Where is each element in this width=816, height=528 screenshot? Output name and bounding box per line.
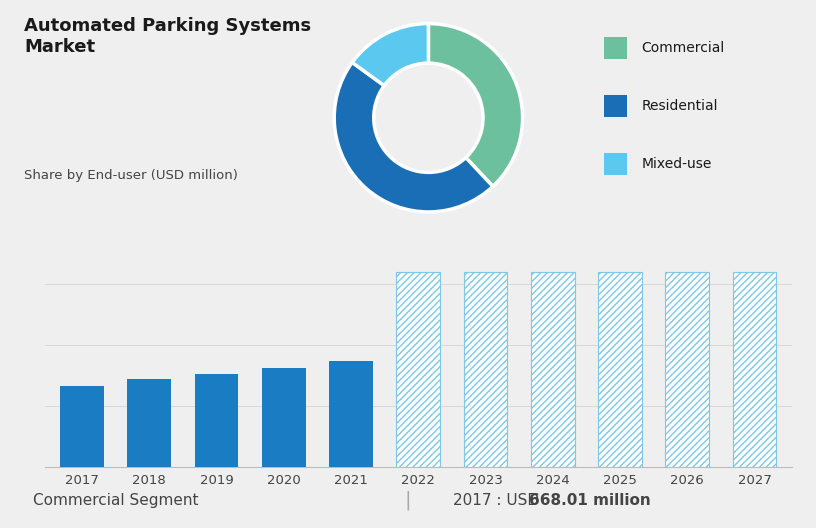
- Bar: [262, 368, 305, 467]
- Text: Commercial: Commercial: [641, 41, 725, 55]
- Bar: [733, 271, 776, 467]
- Text: 668.01 million: 668.01 million: [529, 493, 650, 508]
- Bar: [397, 271, 440, 467]
- Text: Residential: Residential: [641, 99, 718, 113]
- Text: Share by End-user (USD million): Share by End-user (USD million): [24, 168, 238, 182]
- Text: Mixed-use: Mixed-use: [641, 157, 712, 171]
- Wedge shape: [335, 62, 493, 212]
- Bar: [463, 271, 508, 467]
- Bar: [531, 271, 574, 467]
- Bar: [598, 271, 642, 467]
- Wedge shape: [353, 24, 428, 86]
- Bar: [604, 37, 627, 59]
- Bar: [194, 374, 238, 467]
- Bar: [604, 95, 627, 117]
- Text: Commercial Segment: Commercial Segment: [33, 493, 198, 508]
- Text: 2017 : USD: 2017 : USD: [453, 493, 544, 508]
- Bar: [665, 271, 709, 467]
- Bar: [127, 379, 171, 467]
- Text: |: |: [405, 491, 411, 510]
- Bar: [604, 153, 627, 175]
- Bar: [329, 361, 373, 467]
- Text: Automated Parking Systems
Market: Automated Parking Systems Market: [24, 17, 312, 56]
- Bar: [60, 385, 104, 467]
- Wedge shape: [428, 24, 522, 186]
